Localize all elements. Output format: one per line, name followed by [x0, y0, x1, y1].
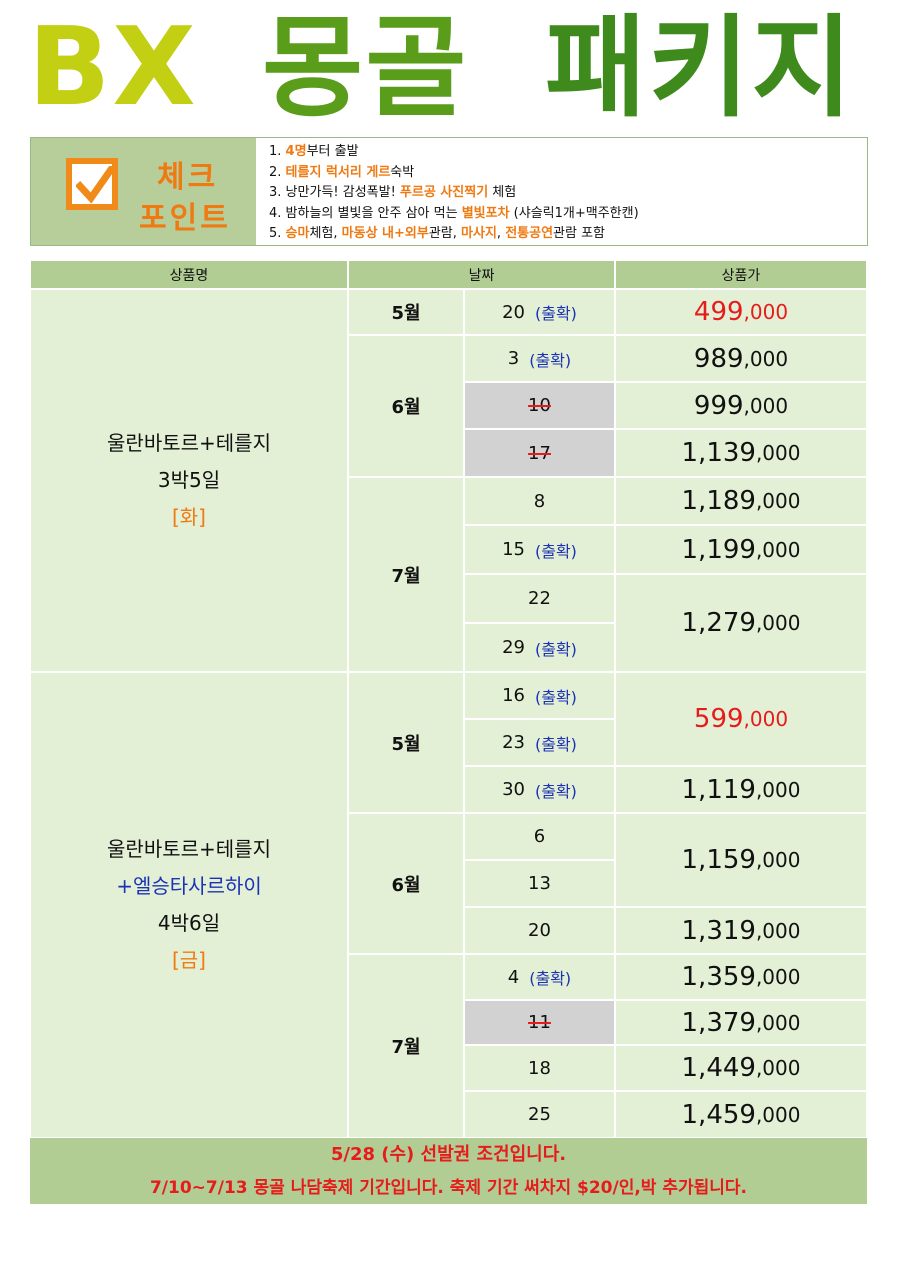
month-cell: 7월	[348, 954, 464, 1138]
date-cell: 15 (출확)	[464, 525, 615, 574]
price-cell: 1,279,000	[615, 574, 867, 672]
date-cell: 22	[464, 574, 615, 623]
month-cell: 6월	[348, 813, 464, 954]
check-word-1: 체크	[157, 160, 219, 195]
date-cell: 6	[464, 813, 615, 860]
price-cell: 1,189,000	[615, 477, 867, 525]
checkbox-checked-icon	[66, 158, 118, 210]
date-cell: 30 (출확)	[464, 766, 615, 813]
date-cell: 18	[464, 1045, 615, 1091]
price-cell: 1,199,000	[615, 525, 867, 574]
date-cell: 13	[464, 860, 615, 907]
date-cell: 29 (출확)	[464, 623, 615, 672]
check-point-list: 1. 4명부터 출발 2. 테를지 럭서리 게르숙박 3. 낭만가득! 감성폭발…	[269, 142, 639, 245]
price-cell: 1,449,000	[615, 1045, 867, 1091]
date-cell: 16 (출확)	[464, 672, 615, 719]
header-price: 상품가	[615, 260, 867, 289]
date-cell-closed: 10	[464, 382, 615, 429]
check-item: 1. 4명부터 출발	[269, 144, 359, 159]
price-cell: 1,139,000	[615, 429, 867, 477]
title-bx: BX	[28, 5, 198, 130]
price-cell: 999,000	[615, 382, 867, 429]
page-title: BX 몽골 패키지	[0, 4, 905, 132]
header-date: 날짜	[348, 260, 615, 289]
check-item: 3. 낭만가득! 감성폭발! 푸르공 사진찍기 체험	[269, 185, 517, 201]
title-mongol: 몽골	[262, 4, 469, 132]
date-cell: 20 (출확)	[464, 289, 615, 335]
footer-note-1: 5/28 (수) 선발권 조건입니다.	[30, 1138, 867, 1172]
month-cell: 6월	[348, 335, 464, 477]
month-cell: 7월	[348, 477, 464, 672]
date-cell: 20	[464, 907, 615, 954]
date-cell-closed: 11	[464, 1000, 615, 1045]
date-cell: 4 (출확)	[464, 954, 615, 1000]
price-cell: 499,000	[615, 289, 867, 335]
month-cell: 5월	[348, 672, 464, 813]
check-item: 2. 테를지 럭서리 게르숙박	[269, 164, 415, 180]
date-cell-closed: 17	[464, 429, 615, 477]
footer-note-2: 7/10~7/13 몽골 나담축제 기간입니다. 축제 기간 써차지 $20/인…	[30, 1172, 867, 1204]
date-cell: 23 (출확)	[464, 719, 615, 766]
check-point-box: 체크 포인트 1. 4명부터 출발 2. 테를지 럭서리 게르숙박 3. 낭만가…	[30, 137, 868, 246]
date-cell: 3 (출확)	[464, 335, 615, 382]
month-cell: 5월	[348, 289, 464, 335]
price-cell: 599,000	[615, 672, 867, 766]
price-cell: 1,379,000	[615, 1000, 867, 1045]
package-2-name: 울란바토르+테를지 +엘승타사르하이 4박6일 [금]	[30, 672, 348, 1138]
check-word-2: 포인트	[139, 201, 231, 236]
header-product-name: 상품명	[30, 260, 348, 289]
package-1-name: 울란바토르+테를지 3박5일 [화]	[30, 289, 348, 672]
check-point-label-panel: 체크 포인트	[31, 138, 256, 245]
date-cell: 25	[464, 1091, 615, 1138]
date-cell: 8	[464, 477, 615, 525]
price-cell: 1,359,000	[615, 954, 867, 1000]
title-package: 패키지	[545, 4, 855, 132]
price-cell: 1,319,000	[615, 907, 867, 954]
price-cell: 1,119,000	[615, 766, 867, 813]
check-item: 5. 승마체험, 마동상 내+외부관람, 마사지, 전통공연관람 포함	[269, 226, 606, 242]
price-cell: 1,459,000	[615, 1091, 867, 1138]
price-cell: 989,000	[615, 335, 867, 382]
check-item: 4. 밤하늘의 별빛을 안주 삼아 먹는 별빛포차 (샤슬릭1개+맥주한캔)	[269, 205, 639, 221]
price-cell: 1,159,000	[615, 813, 867, 907]
